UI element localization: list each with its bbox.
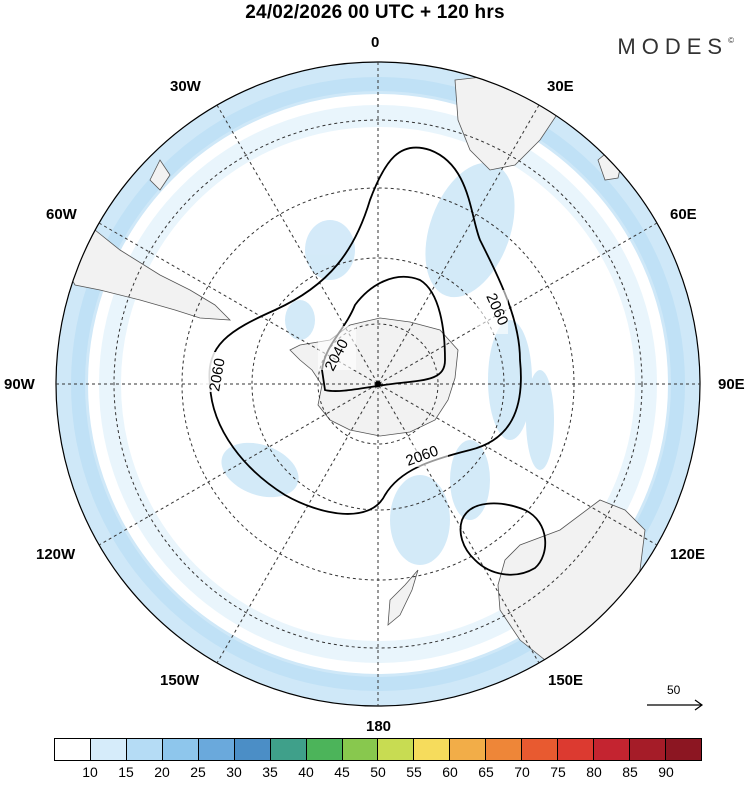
colorbar-cell	[558, 739, 595, 760]
colorbar-tick-label: 50	[370, 764, 386, 780]
colorbar	[54, 738, 702, 761]
lon-label-30e: 30E	[547, 78, 574, 95]
colorbar-tick-label: 85	[622, 764, 638, 780]
colorbar-cell	[270, 739, 307, 760]
colorbar-cell	[414, 739, 451, 760]
colorbar-tick-label: 25	[190, 764, 206, 780]
colorbar-tick-label: 10	[82, 764, 98, 780]
modes-logo: MODES©	[617, 34, 734, 60]
colorbar-cell	[234, 739, 271, 760]
lon-label-120w: 120W	[36, 546, 76, 563]
colorbar-tick-label: 35	[262, 764, 278, 780]
lon-label-180: 180	[366, 718, 392, 735]
colorbar-cell	[90, 739, 127, 760]
colorbar-cell	[665, 739, 701, 760]
colorbar-ticks: 10 15 20 25 30 35 40 45 50 55 60 65 70 75 80 85 90	[54, 764, 702, 782]
colorbar-tick-label: 15	[118, 764, 134, 780]
colorbar-cell	[486, 739, 523, 760]
brand-text: MODES	[617, 34, 729, 59]
colorbar-tick-label: 55	[406, 764, 422, 780]
lon-label-60w: 60W	[46, 206, 77, 223]
colorbar-cell	[126, 739, 163, 760]
colorbar-cell	[55, 739, 91, 760]
colorbar-tick-label: 90	[658, 764, 674, 780]
lon-label-60e: 60E	[670, 206, 697, 223]
colorbar-tick-label: 65	[478, 764, 494, 780]
contours	[208, 146, 547, 576]
colorbar-cell	[342, 739, 379, 760]
contour-label-2060-west: 2060	[206, 357, 229, 393]
wind-reference-arrow-icon	[647, 699, 704, 711]
pole-marker	[375, 381, 381, 387]
colorbar-tick-label: 75	[550, 764, 566, 780]
map-title: 24/02/2026 00 UTC + 120 hrs	[245, 2, 505, 23]
graticule	[56, 62, 700, 706]
colorbar-cell	[162, 739, 199, 760]
wind-reference-value: 50	[667, 683, 681, 697]
colorbar-tick-label: 60	[442, 764, 458, 780]
lon-label-90w: 90W	[4, 376, 35, 393]
colorbar-cell	[378, 739, 415, 760]
lon-label-120e: 120E	[670, 546, 706, 563]
colorbar-cell	[594, 739, 630, 760]
contour-2060-main	[208, 146, 522, 515]
lon-label-0: 0	[371, 34, 380, 51]
map-disc	[56, 62, 700, 706]
colorbar-tick-label: 70	[514, 764, 530, 780]
lon-label-150w: 150W	[160, 672, 200, 689]
colorbar-cell	[306, 739, 343, 760]
colorbar-tick-label: 20	[154, 764, 170, 780]
lon-label-30w: 30W	[170, 78, 201, 95]
contour-2040	[321, 275, 446, 392]
lon-label-150e: 150E	[548, 672, 584, 689]
colorbar-tick-label: 40	[298, 764, 314, 780]
colorbar-tick-label: 45	[334, 764, 350, 780]
colorbar-cell	[630, 739, 666, 760]
colorbar-cell	[198, 739, 235, 760]
colorbar-tick-label: 30	[226, 764, 242, 780]
colorbar-cell	[450, 739, 487, 760]
lon-label-90e: 90E	[718, 376, 745, 393]
wind-reference: 50	[645, 683, 707, 713]
brand-mark: ©	[728, 36, 734, 45]
colorbar-cell	[522, 739, 559, 760]
colorbar-tick-label: 80	[586, 764, 602, 780]
contour-2060-low	[459, 502, 547, 576]
